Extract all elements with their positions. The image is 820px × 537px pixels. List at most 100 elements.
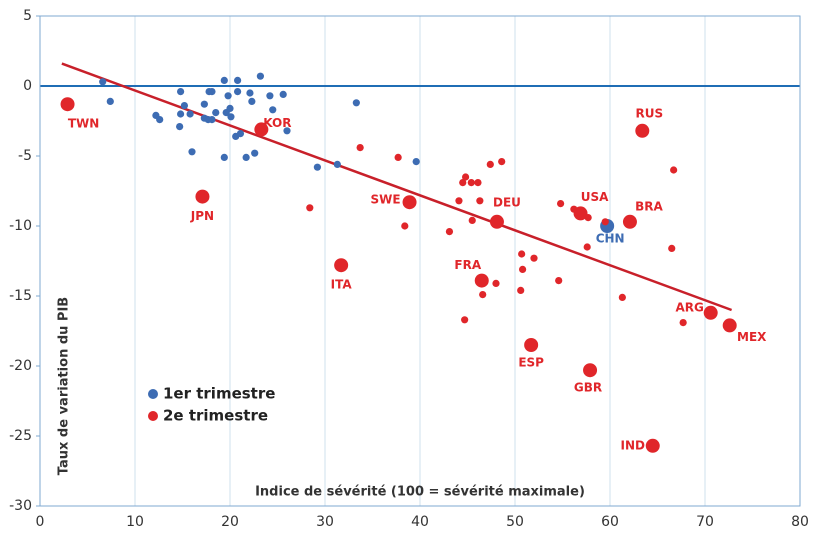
- scatter-point: [618, 293, 626, 301]
- scatter-point: [570, 205, 578, 213]
- scatter-point: [99, 78, 107, 86]
- point-label: KOR: [263, 116, 291, 130]
- scatter-point: [313, 163, 321, 171]
- x-axis-label: Indice de sévérité (100 = sévérité maxim…: [255, 485, 585, 500]
- y-tick-label: -10: [9, 218, 32, 234]
- legend-label: 1er trimestre: [163, 385, 275, 403]
- point-label: RUS: [635, 106, 663, 120]
- plot-frame: [39, 15, 801, 507]
- scatter-point: [256, 72, 264, 80]
- x-tick-label: 10: [126, 514, 144, 530]
- scatter-point: [412, 158, 420, 166]
- scatter-point: [208, 116, 216, 124]
- scatter-point: [248, 97, 256, 105]
- scatter-point: [156, 116, 164, 124]
- scatter-point: [459, 179, 467, 187]
- x-tick-label: 70: [696, 514, 714, 530]
- point-label: TWN: [68, 117, 99, 131]
- point-label: CHN: [596, 232, 625, 246]
- scatter-point: [306, 204, 314, 212]
- y-axis-label: Taux de variation du PIB: [57, 297, 72, 475]
- y-tick-label: -25: [9, 428, 32, 444]
- x-tick-label: 30: [316, 514, 334, 530]
- scatter-point: [474, 273, 489, 288]
- scatter-point: [557, 200, 565, 208]
- scatter-point: [224, 92, 232, 100]
- scatter-point: [356, 144, 364, 152]
- scatter-point: [622, 214, 637, 229]
- point-label: ITA: [331, 278, 353, 292]
- scatter-point: [220, 153, 228, 161]
- scatter-point: [279, 90, 287, 98]
- trend-line: [61, 62, 733, 312]
- scatter-point: [195, 189, 210, 204]
- scatter-point: [226, 104, 234, 112]
- scatter-point: [180, 102, 188, 110]
- scatter-point: [474, 179, 482, 187]
- scatter-point: [269, 106, 277, 114]
- scatter-point: [352, 99, 360, 107]
- scatter-point: [200, 100, 208, 108]
- scatter-point: [176, 123, 184, 131]
- x-tick-label: 20: [221, 514, 239, 530]
- legend-label: 2e trimestre: [163, 407, 268, 425]
- scatter-point: [246, 89, 254, 97]
- scatter-point: [519, 265, 527, 273]
- scatter-point: [583, 363, 598, 378]
- scatter-point: [679, 319, 687, 327]
- scatter-point: [236, 130, 245, 138]
- scatter-point: [234, 88, 242, 96]
- x-tick-label: 40: [411, 514, 429, 530]
- scatter-point: [583, 243, 591, 251]
- scatter-point: [60, 97, 75, 112]
- scatter-point: [208, 88, 216, 96]
- point-label: FRA: [454, 258, 481, 272]
- point-label: JPN: [190, 209, 214, 223]
- scatter-point: [555, 277, 563, 285]
- scatter-point: [601, 218, 609, 226]
- point-label: BRA: [635, 199, 663, 213]
- scatter-point: [220, 76, 228, 84]
- y-tick-label: -20: [9, 358, 32, 374]
- scatter-point: [489, 214, 504, 229]
- point-label: SWE: [371, 193, 401, 207]
- scatter-point: [334, 258, 349, 273]
- point-label: MEX: [737, 330, 767, 344]
- scatter-point: [476, 197, 484, 205]
- scatter-point: [234, 76, 242, 84]
- point-label: USA: [581, 190, 609, 204]
- scatter-point: [645, 438, 660, 453]
- scatter-point: [492, 279, 500, 287]
- scatter-point: [186, 110, 194, 118]
- legend-marker: [148, 389, 158, 399]
- scatter-point: [468, 216, 476, 224]
- y-tick-label: 0: [23, 78, 32, 94]
- scatter-point: [106, 97, 114, 105]
- point-label: ESP: [518, 356, 544, 370]
- point-label: DEU: [493, 195, 521, 209]
- scatter-point: [670, 166, 678, 174]
- scatter-point: [524, 338, 539, 352]
- scatter-point: [283, 127, 291, 135]
- x-tick-label: 0: [36, 514, 45, 530]
- scatter-point: [227, 113, 235, 121]
- scatter-point: [722, 318, 737, 333]
- scatter-point: [177, 110, 185, 118]
- y-tick-label: -5: [18, 148, 32, 164]
- y-tick-label: 5: [23, 8, 32, 24]
- legend-marker: [148, 411, 158, 421]
- scatter-point: [266, 92, 274, 100]
- scatter-point: [242, 153, 250, 161]
- scatter-point: [703, 305, 718, 320]
- scatter-point: [394, 153, 402, 161]
- scatter-point: [462, 173, 470, 181]
- scatter-point: [635, 123, 650, 138]
- y-tick-label: -30: [9, 498, 32, 514]
- scatter-point: [467, 179, 475, 187]
- scatter-point: [445, 228, 454, 236]
- x-tick-label: 50: [506, 514, 524, 530]
- y-tick-label: -15: [9, 288, 32, 304]
- scatter-point: [333, 160, 341, 168]
- x-tick-label: 80: [791, 514, 809, 530]
